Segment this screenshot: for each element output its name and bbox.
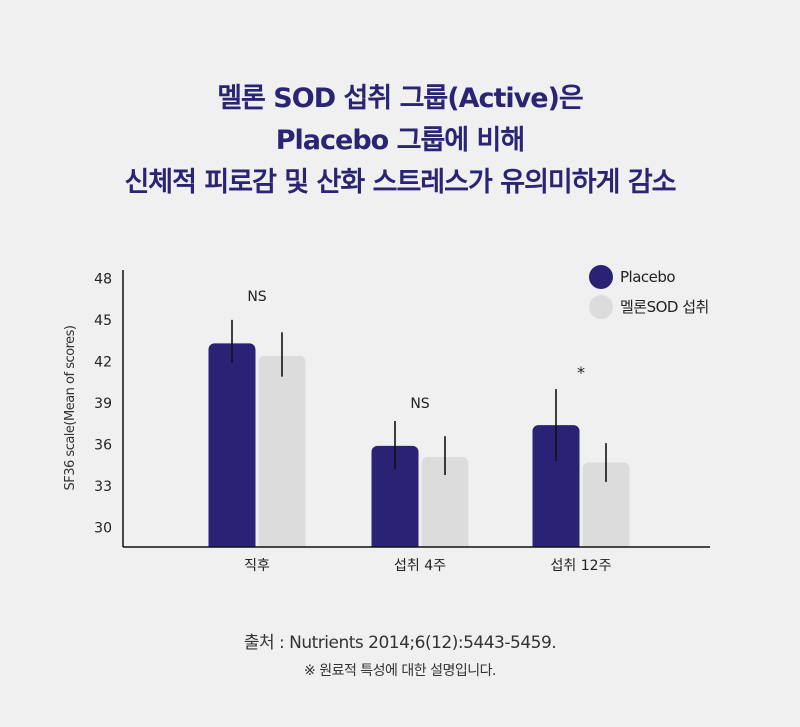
significance-label: * bbox=[577, 363, 585, 382]
legend-label: Placebo bbox=[620, 268, 675, 286]
bar bbox=[532, 425, 580, 547]
headline-line-1: 멜론 SOD 섭취 그룹(Active)은 bbox=[217, 83, 584, 114]
y-tick-label: 30 bbox=[94, 521, 112, 537]
footnote: ※ 원료적 특성에 대한 설명입니다. bbox=[304, 663, 496, 679]
bars-layer bbox=[208, 343, 630, 547]
legend-label: 멜론SOD 섭취 bbox=[620, 298, 709, 316]
source-citation: 출처 : Nutrients 2014;6(12):5443-5459. bbox=[243, 633, 557, 653]
legend: Placebo 멜론SOD 섭취 bbox=[589, 265, 709, 319]
x-category-label: 직후 bbox=[244, 558, 270, 574]
y-ticks-layer: 30 33 36 39 42 45 48 bbox=[94, 271, 112, 536]
bar-base bbox=[421, 539, 469, 547]
y-tick-label: 42 bbox=[94, 354, 112, 370]
bar bbox=[421, 456, 469, 547]
legend-swatch bbox=[589, 295, 613, 319]
bar-base bbox=[532, 539, 580, 547]
bar-base bbox=[208, 539, 256, 547]
bar-base bbox=[371, 539, 419, 547]
bar bbox=[371, 445, 419, 547]
y-tick-label: 48 bbox=[94, 271, 112, 287]
headline-line-2: Placebo 그룹에 비해 bbox=[275, 125, 525, 156]
y-tick-label: 45 bbox=[94, 313, 112, 329]
significance-label: NS bbox=[247, 289, 266, 305]
headline: 멜론 SOD 섭취 그룹(Active)은 Placebo 그룹에 비해 신체적… bbox=[0, 78, 800, 204]
bar-base bbox=[582, 539, 630, 547]
bar bbox=[208, 343, 256, 547]
y-tick-label: 39 bbox=[94, 396, 112, 412]
y-tick-label: 36 bbox=[94, 438, 112, 454]
bar-chart: SF36 scale(Mean of scores) 30 33 36 39 42 45 4… bbox=[63, 265, 710, 574]
bar bbox=[258, 355, 306, 547]
bar bbox=[582, 462, 630, 547]
annotations-layer: NS NS * bbox=[247, 289, 585, 412]
y-tick-label: 33 bbox=[94, 479, 112, 495]
x-category-label: 섭취 12주 bbox=[551, 558, 612, 574]
headline-line-3: 신체적 피로감 및 산화 스트레스가 유의미하게 감소 bbox=[124, 167, 676, 198]
x-category-label: 섭취 4주 bbox=[394, 558, 446, 574]
bar-base bbox=[258, 539, 306, 547]
y-axis-label: SF36 scale(Mean of scores) bbox=[63, 326, 78, 491]
error-bars-layer bbox=[231, 319, 607, 482]
x-categories-layer: 직후 섭취 4주 섭취 12주 bbox=[244, 558, 611, 574]
legend-swatch bbox=[589, 265, 613, 289]
axes-layer: SF36 scale(Mean of scores) bbox=[63, 270, 710, 548]
significance-label: NS bbox=[410, 396, 429, 412]
